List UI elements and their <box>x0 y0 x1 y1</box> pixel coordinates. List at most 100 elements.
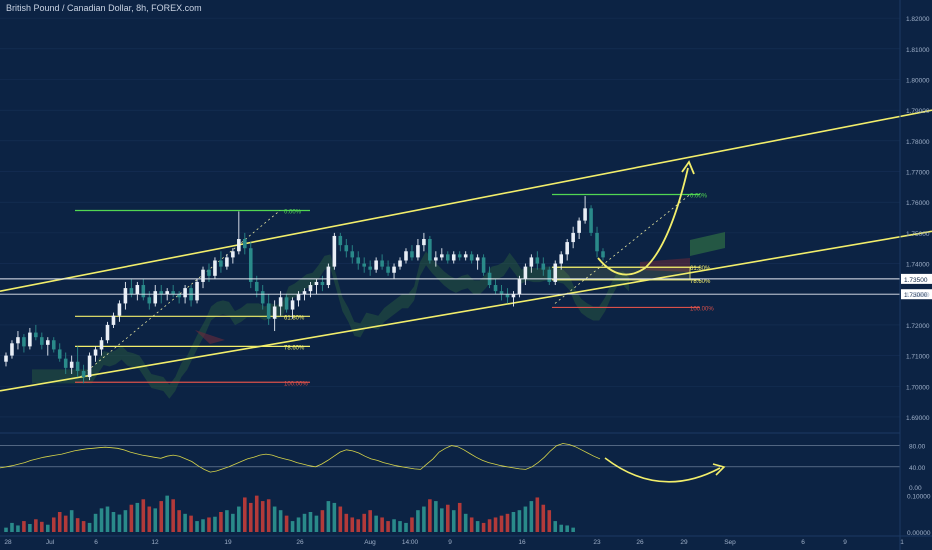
price-tick-label: 1.81000 <box>906 47 930 54</box>
volume-bar <box>302 513 307 532</box>
channel-line[interactable] <box>0 230 932 392</box>
candle-body <box>266 303 271 319</box>
volume-bar <box>123 510 128 532</box>
candle-body <box>51 340 56 350</box>
candle-body <box>207 269 211 276</box>
volume-bar <box>278 510 283 532</box>
volume-bar <box>434 501 438 532</box>
projection-arrow-curve <box>597 167 689 276</box>
price-tick-label: 1.71000 <box>906 354 930 361</box>
volume-bar <box>81 521 86 532</box>
oscillator-line <box>0 443 601 473</box>
volume-bar <box>231 513 235 532</box>
volume-bar <box>284 515 289 532</box>
candle-body <box>344 245 349 252</box>
candle-body <box>398 260 402 267</box>
candle-body <box>499 291 504 295</box>
channel-lines[interactable] <box>0 109 932 392</box>
volume-bar <box>129 504 134 532</box>
ichimoku-cloud-bear <box>195 330 225 344</box>
volume-bar <box>147 506 152 532</box>
time-tick-label: Aug <box>364 539 376 546</box>
candle-body <box>571 232 575 243</box>
candle-body <box>57 349 62 359</box>
volume-bar <box>392 519 396 532</box>
volume-bar <box>481 522 486 532</box>
volume-bar <box>350 517 355 532</box>
candle-body <box>99 340 104 350</box>
volume-bar <box>517 510 522 532</box>
volume-bar <box>201 519 205 532</box>
volume-bar <box>463 513 468 532</box>
volume-bar <box>451 510 456 532</box>
candle-body <box>159 291 164 295</box>
candle-body <box>511 294 516 298</box>
candle-body <box>40 337 44 345</box>
candle-body <box>111 315 116 325</box>
candle-body <box>434 257 438 261</box>
volume-bar <box>189 515 193 532</box>
candle-body <box>248 248 253 282</box>
volume-bar <box>416 510 420 532</box>
candle-body <box>451 254 456 261</box>
candle-body <box>22 337 26 347</box>
volume-tick-label: 0.10000 <box>907 494 931 501</box>
candle-body <box>63 358 68 368</box>
volume-bar <box>34 519 38 532</box>
volume-bar <box>326 501 331 532</box>
candle-body <box>404 251 408 261</box>
candle-body <box>141 285 146 298</box>
price-levels[interactable]: 1.73500 1.73000 <box>0 273 932 300</box>
oscillator-projection-arrow <box>604 457 721 483</box>
volume-bar <box>487 519 492 532</box>
candle-body <box>308 285 313 292</box>
volume-bar <box>505 513 510 532</box>
volume-bar <box>457 502 462 532</box>
volume-bar <box>135 502 140 532</box>
candle-body <box>34 332 38 338</box>
fib-level-label: 100.00% <box>284 381 308 387</box>
time-tick-label: 12 <box>151 539 159 546</box>
time-tick-label: Jul <box>46 539 55 546</box>
candle-body <box>577 220 581 233</box>
candle-body <box>374 260 378 270</box>
time-tick-label: 26 <box>296 539 304 546</box>
candle-body <box>302 291 307 295</box>
candle-body <box>278 297 283 307</box>
candle-body <box>153 291 158 304</box>
candle-body <box>10 343 14 356</box>
time-tick-label: 28 <box>4 539 12 546</box>
candle-body <box>45 340 50 345</box>
volume-bar <box>428 499 432 532</box>
channel-line[interactable] <box>0 109 932 292</box>
fib-retracements[interactable]: 0.00% 61.80% 78.60% 100.00% 0.00% 61.80% 78.60… <box>75 194 714 388</box>
candle-body <box>356 257 361 264</box>
volume-bar <box>272 506 277 532</box>
price-tick-label: 1.82000 <box>906 16 930 23</box>
candle-body <box>440 254 444 258</box>
oscillator-panel: 80.00 40.00 0.00 <box>0 432 926 492</box>
candle-body <box>589 208 593 233</box>
volume-bar <box>183 513 187 532</box>
candle-body <box>595 232 599 252</box>
volume-bar <box>296 517 301 532</box>
volume-bar <box>338 506 343 532</box>
ichimoku-cloud-area <box>32 251 629 399</box>
volume-bar <box>511 512 516 532</box>
candle-body <box>326 266 331 286</box>
candle-body <box>135 285 140 295</box>
volume-bar <box>547 510 552 532</box>
ichimoku-cloud-bear <box>640 258 690 272</box>
candle-body <box>505 294 510 298</box>
candle-body <box>296 294 301 301</box>
volume-bar <box>195 521 199 532</box>
candle-body <box>541 263 546 270</box>
volume-bar <box>87 522 92 532</box>
candle-body <box>87 355 92 378</box>
time-tick-label: 19 <box>224 539 232 546</box>
fib-level-label: 78.60% <box>284 345 305 351</box>
candle-body <box>601 251 605 258</box>
price-tick-label: 1.78000 <box>906 139 930 146</box>
candle-body <box>445 254 450 261</box>
time-tick-label: 9 <box>843 539 847 546</box>
